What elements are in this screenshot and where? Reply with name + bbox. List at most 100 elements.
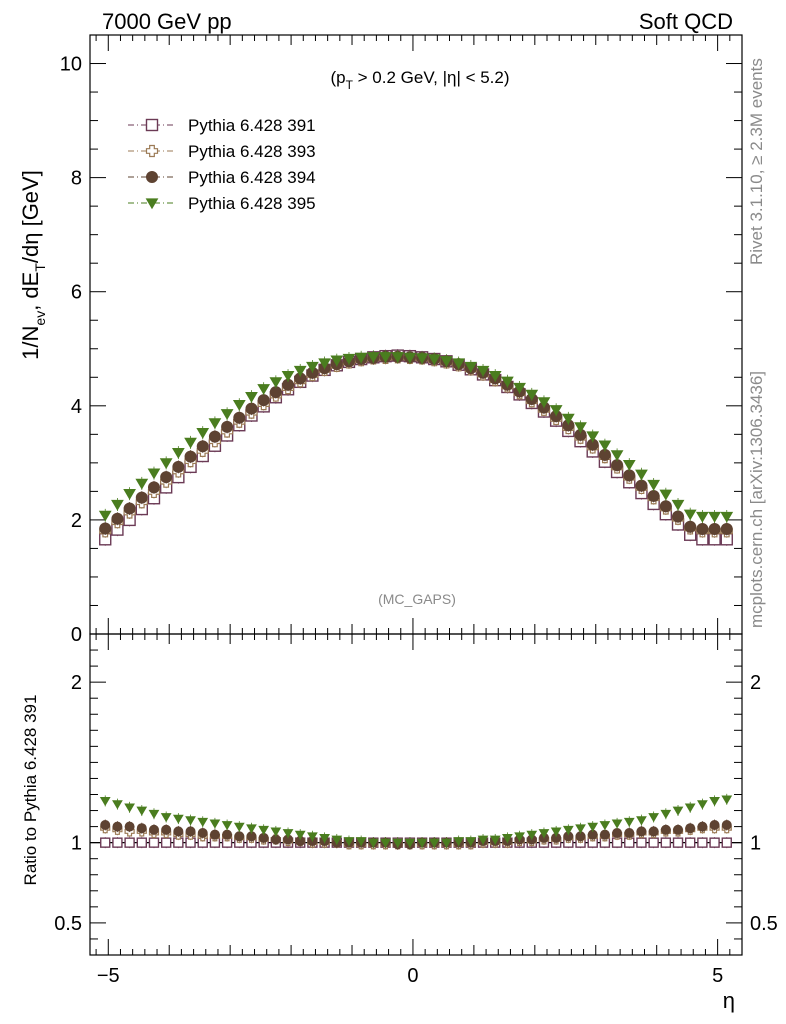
ratio-point (221, 821, 233, 831)
cut-open: (p (330, 68, 345, 87)
ratio-point (648, 837, 659, 848)
main-point (171, 447, 185, 459)
ratio-point (197, 817, 209, 828)
ratio-ylabel: Ratio to Pythia 6.428 391 (21, 695, 40, 886)
main-point (366, 352, 380, 363)
main-point (598, 440, 612, 452)
ratio-point (161, 824, 172, 835)
ratio-point (160, 837, 172, 848)
ratio-point (136, 837, 147, 848)
ratio-point (612, 828, 623, 839)
main-point (135, 478, 149, 490)
ratio-point (343, 837, 355, 847)
main-point (683, 509, 697, 521)
ratio-point (124, 803, 135, 813)
ratio-point (721, 795, 733, 805)
main-point (98, 510, 112, 522)
main-point (147, 481, 160, 494)
ratio-point (623, 817, 635, 828)
main-panel: 0 2 4 6 8 10 (60, 34, 743, 646)
main-point (232, 400, 246, 411)
main-point (549, 405, 563, 417)
legend-marker (146, 171, 158, 183)
ratio-point (136, 806, 148, 816)
main-point (610, 450, 624, 462)
ratio-point (355, 837, 367, 847)
ratio-point (148, 837, 160, 848)
ylabel-part-1: 1/N (18, 326, 43, 360)
main-point (123, 502, 136, 515)
main-point (379, 352, 392, 363)
ratio-point (721, 837, 732, 848)
ratio-point (709, 797, 720, 807)
ratio-point (222, 829, 233, 840)
ratio-point (697, 821, 708, 832)
rivet-label: Rivet 3.1.10, ≥ 2.3M events (747, 58, 766, 265)
legend-label: Pythia 6.428 394 (188, 168, 316, 187)
legend-marker (145, 198, 159, 210)
ratio-point (660, 837, 672, 848)
main-point (586, 431, 600, 443)
ratio-point (148, 809, 160, 820)
ratio-point (489, 835, 501, 845)
ratio-point (233, 822, 245, 832)
main-point (513, 382, 526, 394)
header-left: 7000 GeV pp (102, 9, 232, 34)
main-point (123, 489, 136, 500)
ratio-point (673, 824, 684, 835)
ratio-ytick-label: 0.5 (54, 913, 82, 935)
main-ylabel: 1/Nev, dET/dη [GeV] (18, 170, 48, 360)
main-series-391 (99, 349, 733, 546)
ratio-point (538, 829, 550, 839)
ratio-point (319, 833, 330, 844)
main-point (306, 361, 319, 373)
ratio-point (124, 837, 135, 848)
ratio-point (246, 824, 257, 834)
ratio-point (428, 838, 440, 848)
main-point (208, 418, 222, 430)
main-point (659, 500, 672, 513)
ratio-point (672, 837, 684, 848)
main-ytick-label: 2 (71, 510, 82, 532)
main-point (488, 370, 502, 382)
main-point (269, 377, 283, 389)
ratio-point (599, 821, 611, 831)
main-point (672, 510, 685, 523)
mcplots-label: mcplots.cern.ch [arXiv:1306.3436] (747, 371, 766, 628)
main-point (440, 356, 453, 367)
main-point (111, 499, 124, 511)
main-point (635, 479, 648, 492)
ratio-point (172, 814, 184, 824)
ratio-point (526, 830, 538, 840)
legend-label: Pythia 6.428 393 (188, 142, 316, 161)
ratio-point (709, 819, 720, 830)
ratio-point (685, 823, 696, 834)
legend-marker (145, 144, 159, 158)
main-ytick-label: 6 (71, 282, 82, 304)
ratio-point (294, 830, 306, 840)
ratio-point (502, 833, 513, 844)
legend-item: Pythia 6.428 394 (128, 168, 316, 187)
ratio-point (209, 819, 221, 829)
ratio-point (453, 837, 465, 847)
ratio-point (307, 832, 318, 842)
ratio-point (624, 828, 635, 839)
ratio-point (197, 828, 208, 839)
main-point (635, 469, 648, 481)
ratio-point (562, 825, 574, 836)
ratio-point (636, 826, 647, 837)
main-point (659, 489, 673, 501)
main-point (208, 430, 221, 443)
main-point (196, 440, 209, 453)
main-point (184, 450, 197, 463)
ratio-point (660, 824, 671, 835)
main-point (647, 489, 660, 502)
main-point (623, 469, 636, 482)
ratio-xlabel: η (723, 988, 735, 1013)
ylabel-sub-t: T (32, 263, 48, 272)
main-point (476, 365, 490, 377)
main-point (342, 353, 356, 365)
main-point (720, 511, 734, 523)
watermark: (MC_GAPS) (378, 591, 456, 607)
